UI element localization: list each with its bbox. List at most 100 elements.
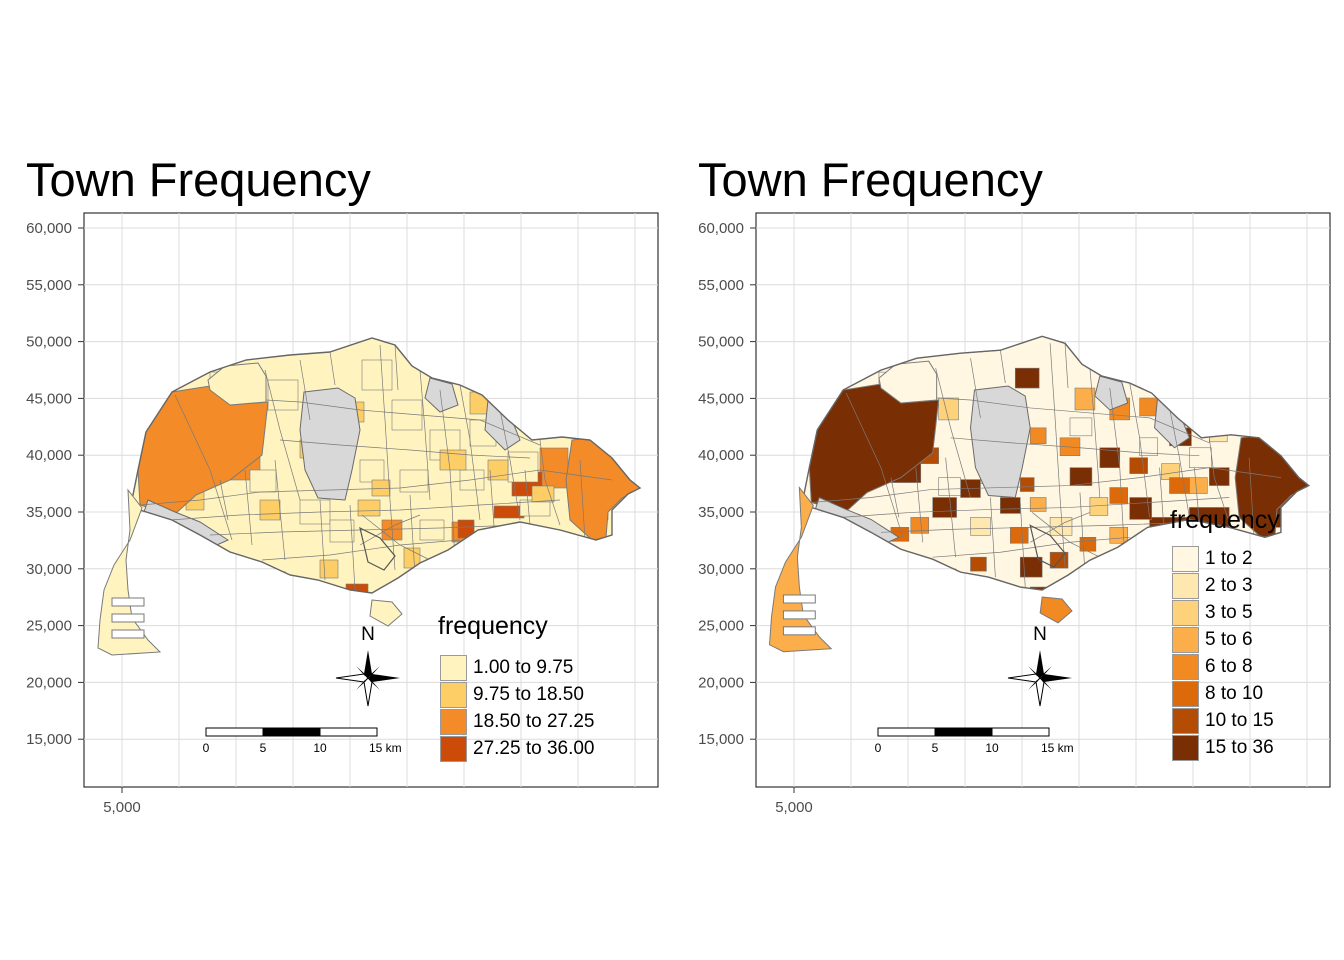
region-boundary (1109, 388, 1126, 558)
legend-swatch (1172, 545, 1199, 572)
region-patch (439, 449, 467, 471)
scale-bar (877, 727, 1050, 737)
region-patch (531, 485, 555, 503)
scale-bar-label: 0 (203, 741, 210, 755)
region-patch (1161, 463, 1180, 480)
y-tick-label: 55,000 (698, 277, 744, 294)
region-patch (267, 379, 299, 411)
y-tick-label: 35,000 (698, 504, 744, 521)
region-boundary (174, 394, 233, 541)
y-tick-label: 30,000 (26, 561, 72, 578)
north-label: N (1033, 624, 1047, 645)
map-title: Town Frequency (26, 153, 371, 206)
coast-inlet (782, 626, 816, 636)
scale-bar-label: 10 (985, 741, 999, 755)
legend-label: 6 to 8 (1205, 655, 1253, 677)
legend-label: 1.00 to 9.75 (473, 656, 574, 678)
legend-label: 2 to 3 (1205, 574, 1253, 596)
x-tick-label: 5,000 (103, 799, 141, 816)
region-boundary (379, 344, 396, 571)
region-boundary (1079, 492, 1086, 573)
region-boundary (524, 469, 531, 526)
y-tick-label: 45,000 (26, 390, 72, 407)
y-tick-label: 50,000 (698, 334, 744, 351)
region-boundary (970, 358, 981, 418)
region-boundary (1208, 437, 1230, 523)
region-patch (1169, 477, 1190, 494)
region-boundary (439, 389, 456, 561)
y-tick-label: 40,000 (26, 447, 72, 464)
region-boundary (845, 392, 904, 538)
region-patch (938, 397, 959, 421)
region-boundary (394, 344, 399, 391)
y-tick-label: 30,000 (698, 561, 744, 578)
region-boundary (1089, 368, 1101, 498)
region-patch (1019, 477, 1035, 492)
legend-title: frequency (1170, 506, 1280, 534)
region-patch (1139, 397, 1158, 417)
map-panel-right: 60,000 55,000 50,000 45,000 40,000 35,000 30,0… (672, 0, 1344, 960)
y-tick-label: 25,000 (26, 618, 72, 635)
region-patch (361, 359, 393, 391)
region-boundary (1000, 350, 1006, 384)
region-boundary (279, 439, 531, 459)
region-patch (1109, 487, 1129, 504)
region-patch (249, 469, 277, 493)
scale-bar-label: 15 km (369, 741, 402, 755)
region-patch (1079, 537, 1097, 552)
region-boundary (945, 457, 956, 558)
region-boundary (1049, 343, 1066, 568)
legend-label: 8 to 10 (1205, 682, 1264, 704)
region-patch (359, 459, 385, 483)
region-patch (1029, 427, 1047, 445)
legend-item: 15 to 36 (1172, 734, 1274, 761)
legend-item: 9.75 to 18.50 (440, 681, 584, 708)
region-boundary (539, 439, 561, 526)
region-boundary (244, 469, 253, 546)
legend-swatch (1172, 599, 1199, 626)
scale-bar-label: 5 (932, 741, 939, 755)
region-boundary (264, 369, 301, 501)
legend-item: 1 to 2 (1172, 545, 1253, 572)
north-arrow (335, 650, 400, 707)
legend-label: 15 to 36 (1205, 736, 1274, 758)
y-tick-label: 15,000 (26, 731, 72, 748)
region-patch (1029, 586, 1053, 591)
region-boundary (936, 397, 1210, 444)
region-patch (1089, 497, 1109, 516)
y-tick-label: 35,000 (26, 504, 72, 521)
region-boundary (915, 467, 924, 543)
region-boundary (811, 467, 1281, 503)
legend-item: 1.00 to 9.75 (440, 654, 573, 681)
region-patch (357, 499, 381, 517)
region-boundary (1030, 512, 1091, 543)
legend-swatch (1172, 734, 1199, 761)
region-boundary (935, 368, 971, 498)
region-patch (938, 477, 961, 496)
region-patch (932, 497, 957, 518)
map-title: Town Frequency (698, 153, 1043, 206)
region-patch (1069, 467, 1093, 486)
y-tick-label: 20,000 (698, 674, 744, 691)
y-tick-label: 60,000 (698, 220, 744, 237)
y-tick-label: 20,000 (26, 674, 72, 691)
legend-label: 3 to 5 (1205, 601, 1253, 623)
legend-title: frequency (438, 612, 548, 640)
region-no-data (1094, 375, 1129, 411)
region-boundary (169, 499, 561, 521)
region-patch (1019, 556, 1043, 578)
region-boundary (265, 399, 541, 446)
region-boundary (1169, 407, 1190, 518)
region-boundary (841, 497, 1230, 518)
region-boundary (579, 459, 586, 541)
region-patch (1189, 477, 1208, 494)
legend-swatch (440, 654, 467, 681)
region-patch (1099, 447, 1121, 468)
coast-inlet (111, 629, 145, 639)
legend-swatch (1172, 680, 1199, 707)
y-tick-label: 25,000 (698, 618, 744, 635)
region-patch (910, 517, 930, 534)
region-boundary (459, 384, 481, 521)
region-boundary (1129, 383, 1150, 518)
region-patch (1129, 457, 1148, 474)
